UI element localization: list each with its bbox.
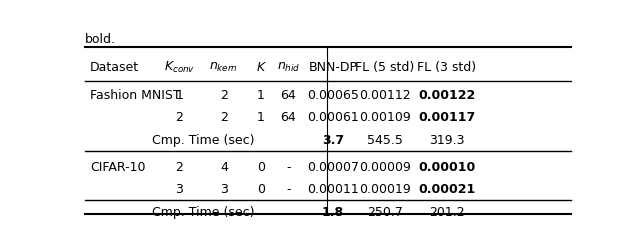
Text: 0.00010: 0.00010 [419, 160, 476, 173]
Text: 0.00009: 0.00009 [359, 160, 411, 173]
Text: 2: 2 [175, 111, 183, 124]
Text: 3.7: 3.7 [322, 134, 344, 147]
Text: 1: 1 [257, 89, 265, 102]
Text: Fashion MNIST: Fashion MNIST [90, 89, 180, 102]
Text: Cmp. Time (sec): Cmp. Time (sec) [152, 205, 254, 218]
Text: FL (3 std): FL (3 std) [417, 61, 477, 74]
Text: 0: 0 [257, 160, 265, 173]
Text: Cmp. Time (sec): Cmp. Time (sec) [152, 134, 254, 147]
Text: 545.5: 545.5 [367, 134, 403, 147]
Text: $n_{hid}$: $n_{hid}$ [276, 61, 300, 74]
Text: 0.00065: 0.00065 [307, 89, 359, 102]
Text: BNN-DP: BNN-DP [308, 61, 358, 74]
Text: 3: 3 [220, 182, 228, 195]
Text: 2: 2 [220, 89, 228, 102]
Text: 250.7: 250.7 [367, 205, 403, 218]
Text: 1: 1 [175, 89, 183, 102]
Text: 0.00109: 0.00109 [359, 111, 411, 124]
Text: Dataset: Dataset [90, 61, 139, 74]
Text: 1.8: 1.8 [322, 205, 344, 218]
Text: 0: 0 [257, 182, 265, 195]
Text: 64: 64 [280, 111, 296, 124]
Text: 0.00021: 0.00021 [419, 182, 476, 195]
Text: CIFAR-10: CIFAR-10 [90, 160, 145, 173]
Text: 0.00019: 0.00019 [359, 182, 411, 195]
Text: 4: 4 [220, 160, 228, 173]
Text: -: - [286, 160, 291, 173]
Text: 64: 64 [280, 89, 296, 102]
Text: 0.00117: 0.00117 [419, 111, 476, 124]
Text: -: - [286, 182, 291, 195]
Text: 0.00007: 0.00007 [307, 160, 359, 173]
Text: 0.00011: 0.00011 [307, 182, 359, 195]
Text: 2: 2 [175, 160, 183, 173]
Text: 1: 1 [257, 111, 265, 124]
Text: 0.00122: 0.00122 [419, 89, 476, 102]
Text: 319.3: 319.3 [429, 134, 465, 147]
Text: $K_{conv}$: $K_{conv}$ [164, 60, 195, 75]
Text: 0.00112: 0.00112 [359, 89, 411, 102]
Text: bold.: bold. [85, 33, 116, 46]
Text: $n_{kern}$: $n_{kern}$ [209, 61, 238, 74]
Text: FL (5 std): FL (5 std) [355, 61, 415, 74]
Text: 3: 3 [175, 182, 183, 195]
Text: 2: 2 [220, 111, 228, 124]
Text: 201.2: 201.2 [429, 205, 465, 218]
Text: $K$: $K$ [255, 61, 266, 74]
Text: 0.00061: 0.00061 [307, 111, 359, 124]
